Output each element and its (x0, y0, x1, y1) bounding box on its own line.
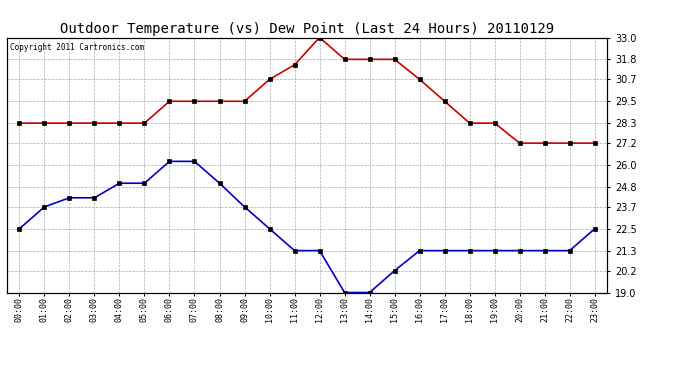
Text: Copyright 2011 Cartronics.com: Copyright 2011 Cartronics.com (10, 43, 144, 52)
Title: Outdoor Temperature (vs) Dew Point (Last 24 Hours) 20110129: Outdoor Temperature (vs) Dew Point (Last… (60, 22, 554, 36)
